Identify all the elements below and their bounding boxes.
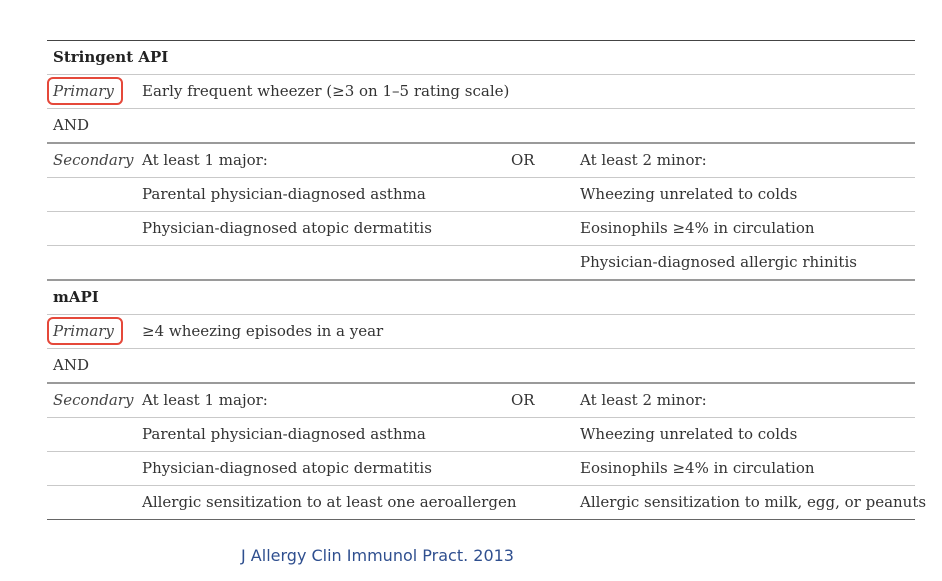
major-criterion: Physician-diagnosed atopic dermatitis bbox=[142, 219, 432, 237]
criteria-row: Parental physician-diagnosed asthma Whee… bbox=[47, 418, 915, 452]
section-title-row: mAPI bbox=[47, 281, 915, 315]
primary-criterion: ≥4 wheezing episodes in a year bbox=[142, 322, 384, 340]
or-label: OR bbox=[511, 151, 535, 169]
connector-row: AND bbox=[47, 349, 915, 384]
primary-criterion: Early frequent wheezer (≥3 on 1–5 rating… bbox=[142, 82, 510, 100]
criteria-row: Allergic sensitization to at least one a… bbox=[47, 486, 926, 520]
primary-highlight-box bbox=[47, 77, 123, 105]
minor-header: At least 2 minor: bbox=[580, 391, 707, 409]
minor-criterion: Eosinophils ≥4% in circulation bbox=[580, 459, 815, 477]
primary-highlight-box bbox=[47, 317, 123, 345]
section-title-row: Stringent API bbox=[47, 41, 915, 75]
api-criteria-table: Stringent API Primary Early frequent whe… bbox=[47, 40, 926, 520]
or-label: OR bbox=[511, 391, 535, 409]
secondary-label: Secondary bbox=[53, 151, 134, 169]
minor-criterion: Eosinophils ≥4% in circulation bbox=[580, 219, 815, 237]
primary-label: Primary bbox=[53, 82, 114, 100]
secondary-header-row: Secondary At least 1 major: OR At least … bbox=[47, 144, 915, 178]
minor-criterion: Wheezing unrelated to colds bbox=[580, 185, 798, 203]
major-criterion: Physician-diagnosed atopic dermatitis bbox=[142, 459, 432, 477]
secondary-header-row: Secondary At least 1 major: OR At least … bbox=[47, 384, 915, 418]
minor-criterion: Wheezing unrelated to colds bbox=[580, 425, 798, 443]
section-title: Stringent API bbox=[53, 48, 169, 66]
connector-row: AND bbox=[47, 109, 915, 144]
section-title: mAPI bbox=[53, 288, 99, 306]
minor-criterion: Physician-diagnosed allergic rhinitis bbox=[580, 253, 857, 271]
major-criterion: Parental physician-diagnosed asthma bbox=[142, 425, 426, 443]
major-criterion: Parental physician-diagnosed asthma bbox=[142, 185, 426, 203]
minor-criterion: Allergic sensitization to milk, egg, or … bbox=[580, 493, 927, 511]
criteria-row: Physician-diagnosed allergic rhinitis bbox=[47, 246, 915, 281]
minor-header: At least 2 minor: bbox=[580, 151, 707, 169]
and-connector: AND bbox=[53, 116, 89, 134]
major-header: At least 1 major: bbox=[142, 391, 268, 409]
major-header: At least 1 major: bbox=[142, 151, 268, 169]
secondary-label: Secondary bbox=[53, 391, 134, 409]
criteria-row: Physician-diagnosed atopic dermatitis Eo… bbox=[47, 212, 915, 246]
primary-row: Primary Early frequent wheezer (≥3 on 1–… bbox=[47, 75, 915, 109]
citation: J Allergy Clin Immunol Pract. 2013 bbox=[241, 546, 514, 565]
and-connector: AND bbox=[53, 356, 89, 374]
primary-label: Primary bbox=[53, 322, 114, 340]
major-criterion: Allergic sensitization to at least one a… bbox=[142, 493, 517, 511]
primary-row: Primary ≥4 wheezing episodes in a year bbox=[47, 315, 915, 349]
criteria-row: Parental physician-diagnosed asthma Whee… bbox=[47, 178, 915, 212]
criteria-row: Physician-diagnosed atopic dermatitis Eo… bbox=[47, 452, 915, 486]
